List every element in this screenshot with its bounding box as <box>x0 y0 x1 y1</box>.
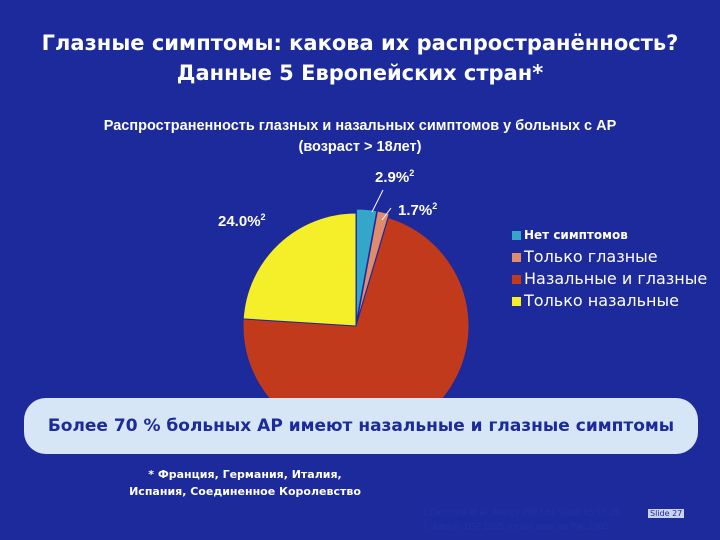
data-label-eye-only: 1.7%2 <box>398 201 438 219</box>
data-label-no-symptoms: 2.9%2 <box>375 168 415 186</box>
legend-label: Только назальные <box>524 291 679 310</box>
chart-subtitle: Распространенность глазных и назальных с… <box>0 116 720 158</box>
leader-line <box>371 189 384 213</box>
reference-2: 2. Adelphi DSP 2005 survey data, on file… <box>422 522 609 531</box>
key-finding-callout: Более 70 % больных АР имеют назальные и … <box>24 398 698 454</box>
references: 1.Canonica et al. Allergy 2007;62 Suppl … <box>422 506 714 534</box>
slide-number: Slide 27 <box>648 509 685 518</box>
countries-footnote: * Франция, Германия, Италия, Испания, Со… <box>110 466 380 500</box>
subtitle-line-2: (возраст > 18лет) <box>298 139 422 155</box>
legend-label: Только глазные <box>524 247 658 266</box>
legend-label: Назальные и глазные <box>524 269 708 288</box>
title-line-2: Данные 5 Европейских стран* <box>176 61 544 85</box>
slide-title: Глазные симптомы: какова их распространё… <box>0 28 720 88</box>
callout-text: Более 70 % больных АР имеют назальные и … <box>47 416 675 436</box>
pie-slice-nasal-only <box>242 212 357 327</box>
legend-label: Нет симптомов <box>524 228 628 242</box>
legend-swatch <box>512 253 521 262</box>
legend-swatch <box>512 275 521 284</box>
title-line-1: Глазные симптомы: какова их распространё… <box>41 31 679 55</box>
leader-line <box>381 207 392 221</box>
pie-slice-no-symptoms <box>355 208 378 323</box>
data-label-nasal-only: 24.0%2 <box>218 212 266 230</box>
legend-swatch <box>512 231 521 240</box>
footnote-line-1: * Франция, Германия, Италия, <box>148 468 342 481</box>
reference-1: 1.Canonica et al. Allergy 2007;62 Suppl … <box>422 508 620 517</box>
footnote-line-2: Испания, Соединенное Королевство <box>129 485 361 498</box>
subtitle-line-1: Распространенность глазных и назальных с… <box>103 118 617 134</box>
legend-swatch <box>512 297 521 306</box>
